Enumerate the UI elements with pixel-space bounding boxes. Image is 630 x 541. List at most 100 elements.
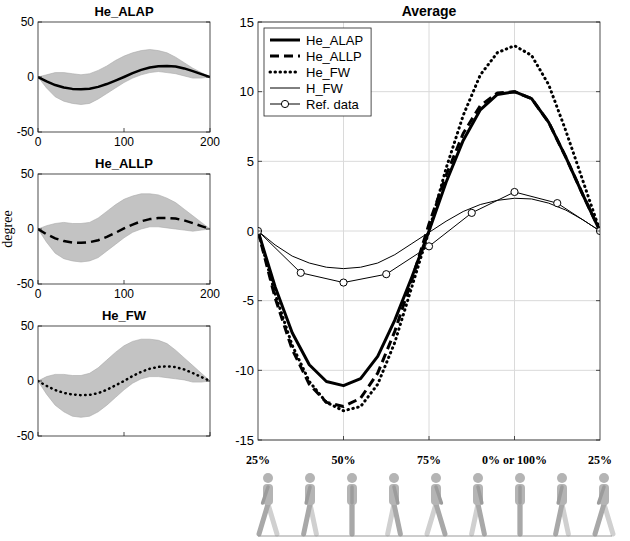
figure-head [263, 473, 273, 483]
marker [554, 200, 561, 207]
figure-leg [394, 504, 400, 534]
legend-swatch [270, 71, 300, 74]
marker [340, 279, 347, 286]
figure-head [515, 473, 525, 483]
tick-label: 10 [240, 84, 254, 99]
figure-leg [350, 504, 355, 534]
tick-mark [210, 128, 211, 132]
tick-label: 0 [35, 135, 42, 149]
legend-label: He_ALAP [306, 33, 363, 48]
marker [425, 243, 432, 250]
figure-arm [558, 487, 562, 503]
trial-band [38, 194, 210, 262]
figure-head [473, 473, 483, 483]
tick-label: -50 [17, 429, 35, 443]
trial-band [38, 339, 210, 417]
tick-mark [206, 284, 210, 285]
figure-body [263, 484, 273, 505]
legend: He_ALAPHe_ALLPHe_FWH_FWRef. data [264, 28, 371, 116]
tick-mark [596, 161, 600, 162]
tick-mark [206, 174, 210, 175]
legend-swatch [270, 88, 300, 89]
marker [511, 188, 518, 195]
chart-panel: -15-10-5051015Average25%50%75%0% or 100%… [235, 3, 612, 467]
tick-mark [38, 326, 42, 327]
figure-leg [604, 504, 613, 534]
chart-title: He_ALLP [95, 156, 153, 171]
frame [38, 174, 210, 284]
tick-mark [38, 128, 39, 132]
tick-mark [206, 381, 210, 382]
tick-mark [514, 436, 515, 440]
figure-head [347, 473, 357, 483]
figure-head [305, 473, 315, 483]
gait-figures [258, 473, 613, 536]
figure-body [305, 484, 315, 505]
tick-mark [258, 91, 262, 92]
legend-label: H_FW [306, 81, 344, 96]
tick-label: 15 [240, 15, 254, 30]
legend-label: Ref. data [306, 97, 360, 112]
figure-body [473, 484, 483, 505]
plot-area [38, 174, 210, 284]
figure: -500500100200He_ALAP-500500100200He_ALLP… [0, 0, 630, 541]
chart-title: He_ALAP [94, 4, 154, 19]
legend-swatch [270, 39, 300, 42]
tick-mark [38, 284, 42, 285]
marker [297, 269, 304, 276]
tick-mark [206, 22, 210, 23]
tick-mark [258, 22, 262, 23]
legend-label: He_ALLP [306, 49, 362, 64]
tick-mark [596, 22, 600, 23]
figure-arm [478, 487, 482, 503]
tick-label: 5 [247, 154, 254, 169]
marker [258, 227, 262, 234]
trial-band [38, 50, 210, 105]
series-line [38, 66, 210, 89]
tick-mark [210, 432, 211, 436]
series-line [38, 366, 210, 395]
tick-mark [206, 229, 210, 230]
series-line [258, 192, 600, 283]
tick-label: 50 [21, 319, 35, 333]
tick-mark [206, 77, 210, 78]
chart-title: Average [402, 3, 457, 19]
figure-leg [304, 504, 310, 534]
tick-mark [38, 436, 42, 437]
tick-label: 100 [114, 287, 134, 301]
tick-mark [124, 432, 125, 436]
tick-mark [258, 440, 262, 441]
figure-leg [478, 504, 484, 534]
figure-leg [518, 504, 523, 534]
tick-mark [596, 440, 600, 441]
tick-label: 0 [35, 287, 42, 301]
figure-leg [436, 504, 445, 534]
series-line [258, 92, 600, 407]
data-group [258, 46, 600, 411]
series-line [38, 218, 210, 243]
plot-area [38, 22, 210, 132]
figure-body [389, 484, 399, 505]
marker [596, 227, 600, 234]
figure-leg [259, 504, 268, 534]
figure-head [557, 473, 567, 483]
figure-leg [595, 504, 604, 534]
figure-body [431, 484, 441, 505]
plot-area [258, 22, 600, 440]
data-group [38, 339, 210, 417]
tick-mark [38, 174, 42, 175]
tick-label: 100 [114, 135, 134, 149]
legend-label: He_FW [306, 65, 351, 80]
tick-label: 0 [247, 224, 254, 239]
tick-mark [258, 300, 262, 301]
marker [383, 271, 390, 278]
series-line [258, 92, 600, 386]
chart-panel: -50050He_FW [17, 308, 210, 443]
series-line [258, 46, 600, 411]
figure-arm [306, 487, 310, 503]
tick-mark [343, 436, 344, 440]
tick-label: 50 [21, 15, 35, 29]
tick-mark [38, 381, 42, 382]
phase-label: 25% [588, 453, 612, 467]
tick-mark [38, 280, 39, 284]
